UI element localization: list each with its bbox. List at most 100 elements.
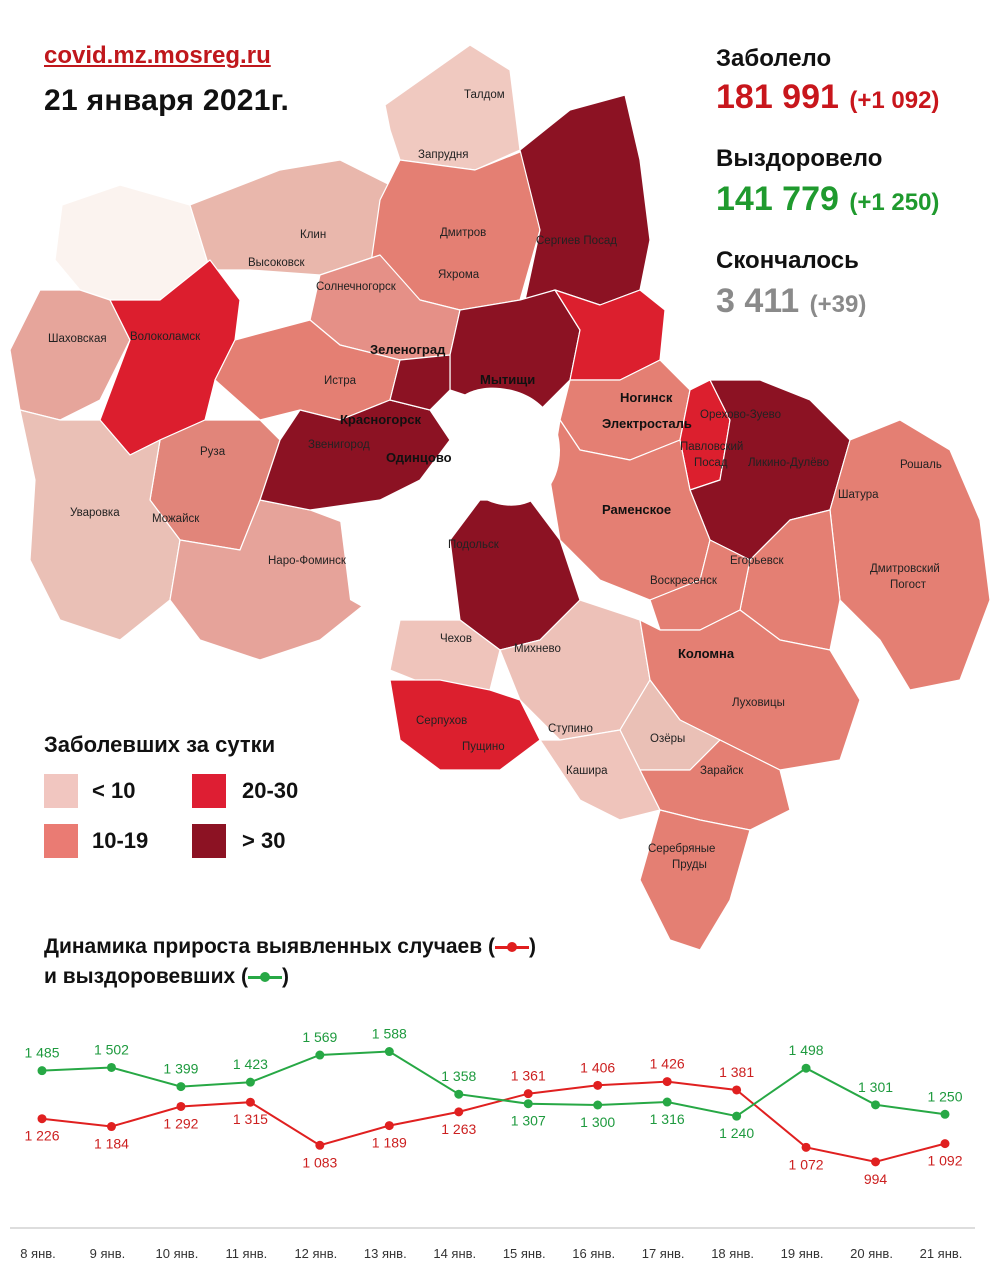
district-sergiev-posad — [519, 94, 651, 306]
svg-text:Истра: Истра — [324, 375, 357, 387]
svg-text:Талдом: Талдом — [464, 89, 505, 101]
district-krasnogorsk — [389, 354, 451, 411]
data-label-cases-13: 1 092 — [927, 1153, 962, 1169]
svg-text:Пруды: Пруды — [672, 859, 707, 871]
svg-text:Серпухов: Серпухов — [416, 715, 467, 727]
svg-text:Ликино-Дулёво: Ликино-Дулёво — [748, 457, 829, 469]
point-cases-10 — [732, 1085, 742, 1095]
data-label-cases-7: 1 361 — [511, 1068, 546, 1084]
district-serebryanye-prudy — [639, 809, 751, 951]
point-recovered-0 — [37, 1066, 47, 1076]
x-tick-label-0: 8 янв. — [20, 1246, 56, 1261]
series-line-recovered — [41, 1050, 946, 1118]
recovered-line-marker-icon — [247, 971, 282, 983]
data-label-recovered-13: 1 250 — [927, 1088, 962, 1104]
svg-text:Мытищи: Мытищи — [480, 372, 535, 387]
point-cases-2 — [176, 1101, 186, 1111]
svg-text:Павловский: Павловский — [680, 441, 743, 453]
svg-text:Ногинск: Ногинск — [620, 390, 673, 405]
point-cases-4 — [315, 1140, 325, 1150]
legend-swatch-gt30 — [192, 824, 226, 858]
point-recovered-13 — [940, 1109, 950, 1119]
chart-title: Динамика прироста выявленных случаев () … — [44, 932, 536, 992]
point-recovered-6 — [454, 1089, 464, 1099]
chart-title-line1: Динамика прироста выявленных случаев ( — [44, 935, 495, 958]
data-label-recovered-12: 1 301 — [858, 1079, 893, 1095]
point-cases-5 — [384, 1121, 394, 1131]
legend-label-10-19: 10-19 — [92, 828, 149, 853]
chart-title-line2: и выздоровевших ( — [44, 965, 248, 988]
point-cases-12 — [871, 1157, 881, 1167]
svg-text:Красногорск: Красногорск — [340, 412, 421, 427]
infected-stat: 181 991 (+1 092) — [716, 78, 939, 117]
legend-label-gt30: > 30 — [242, 828, 286, 853]
x-tick-label-1: 9 янв. — [90, 1246, 126, 1261]
svg-text:Шаховская: Шаховская — [48, 333, 107, 345]
data-label-cases-1: 1 184 — [94, 1136, 129, 1152]
point-recovered-8 — [593, 1100, 603, 1110]
data-label-recovered-3: 1 423 — [233, 1056, 268, 1072]
recovered-label: Выздоровело — [716, 145, 883, 172]
svg-text:Зарайск: Зарайск — [700, 765, 744, 777]
town-labels: Талдом Запрудня Дмитров Яхрома Сергиев П… — [48, 89, 942, 871]
point-recovered-10 — [732, 1111, 742, 1121]
chart-title-line1-end: ) — [528, 935, 536, 958]
source-link[interactable]: covid.mz.mosreg.ru — [44, 42, 271, 69]
data-label-cases-2: 1 292 — [163, 1115, 198, 1131]
svg-text:Дмитров: Дмитров — [440, 227, 486, 239]
svg-text:Шатура: Шатура — [838, 489, 879, 501]
series-line-cases — [41, 1080, 946, 1163]
recovered-value: 141 779 — [716, 180, 839, 218]
data-label-recovered-8: 1 300 — [580, 1114, 615, 1130]
data-label-cases-10: 1 381 — [719, 1064, 754, 1080]
data-label-recovered-4: 1 569 — [302, 1029, 337, 1045]
svg-text:Воскресенск: Воскресенск — [650, 575, 718, 587]
x-tick-label-9: 17 янв. — [642, 1246, 685, 1261]
svg-text:Наро-Фоминск: Наро-Фоминск — [268, 555, 347, 567]
point-recovered-1 — [106, 1062, 116, 1072]
point-cases-8 — [593, 1080, 603, 1090]
svg-text:Погост: Погост — [890, 579, 927, 591]
point-recovered-7 — [523, 1099, 533, 1109]
data-label-cases-11: 1 072 — [789, 1156, 824, 1172]
x-tick-label-3: 11 янв. — [225, 1246, 267, 1261]
data-label-recovered-6: 1 358 — [441, 1068, 476, 1084]
svg-text:Одинцово: Одинцово — [386, 450, 452, 465]
svg-text:Сергиев Посад: Сергиев Посад — [536, 235, 617, 247]
svg-text:Михнево: Михнево — [514, 643, 561, 655]
data-label-cases-12: 994 — [864, 1171, 888, 1187]
svg-text:Клин: Клин — [300, 229, 326, 241]
svg-text:Чехов: Чехов — [440, 633, 472, 645]
point-recovered-9 — [662, 1097, 672, 1107]
svg-text:Серебряные: Серебряные — [648, 843, 715, 855]
svg-text:Зеленоград: Зеленоград — [370, 342, 446, 357]
data-label-recovered-10: 1 240 — [719, 1125, 754, 1141]
svg-text:Посад: Посад — [694, 457, 728, 469]
point-cases-7 — [523, 1089, 533, 1099]
new-moscow-hole — [340, 480, 440, 620]
svg-text:Можайск: Можайск — [152, 513, 200, 525]
data-label-cases-5: 1 189 — [372, 1135, 407, 1151]
point-recovered-11 — [801, 1063, 811, 1073]
data-label-cases-6: 1 263 — [441, 1121, 476, 1137]
point-cases-6 — [454, 1107, 464, 1117]
map-districts — [9, 44, 991, 951]
district-taldom — [384, 44, 521, 171]
legend-title: Заболевших за сутки — [44, 732, 276, 757]
infected-delta: (+1 092) — [849, 87, 940, 114]
x-tick-label-5: 13 янв. — [364, 1246, 407, 1261]
data-label-recovered-11: 1 498 — [789, 1042, 824, 1058]
svg-text:Высоковск: Высоковск — [248, 257, 305, 269]
data-label-cases-3: 1 315 — [233, 1111, 268, 1127]
data-label-recovered-1: 1 502 — [94, 1041, 129, 1057]
infected-value: 181 991 — [716, 78, 839, 116]
point-recovered-5 — [384, 1047, 394, 1057]
x-tick-label-13: 21 янв. — [920, 1246, 963, 1261]
point-recovered-3 — [245, 1077, 255, 1087]
recovered-stat: 141 779 (+1 250) — [716, 180, 939, 219]
infected-label: Заболело — [716, 45, 832, 72]
data-label-recovered-5: 1 588 — [372, 1026, 407, 1042]
svg-text:Ступино: Ступино — [548, 723, 593, 735]
recovered-delta: (+1 250) — [849, 189, 940, 216]
legend-swatch-lt10 — [44, 774, 78, 808]
